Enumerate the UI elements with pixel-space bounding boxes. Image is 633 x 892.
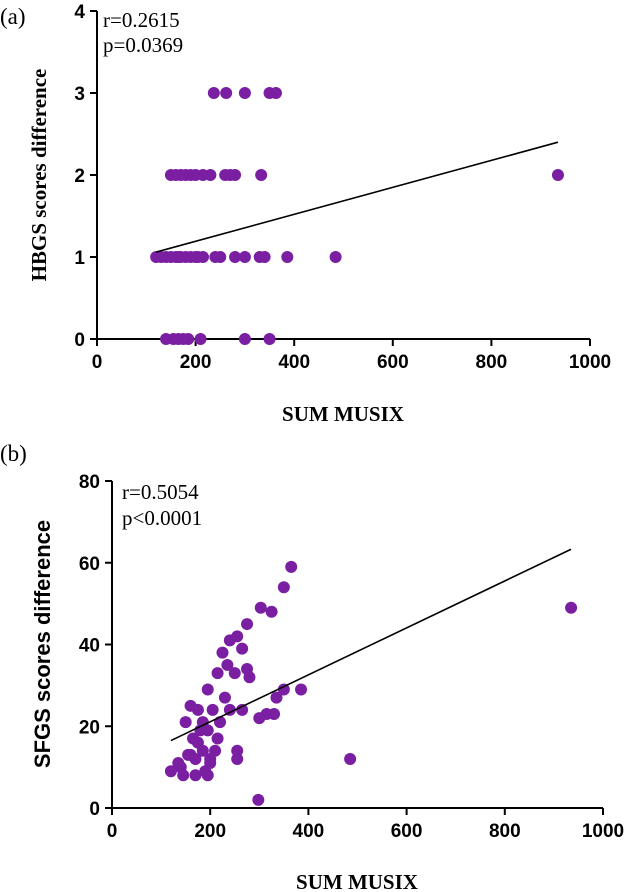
- y-tick-label: 20: [79, 717, 100, 738]
- data-point: [565, 601, 578, 614]
- x-tick-label: 400: [278, 352, 310, 373]
- data-point: [179, 716, 192, 729]
- data-point: [229, 251, 242, 263]
- y-tick-label: 2: [74, 166, 85, 187]
- correlation-r-label: r=0.2615: [103, 8, 180, 32]
- y-tick-label: 1: [74, 248, 85, 269]
- data-point: [201, 769, 214, 782]
- x-tick-label: 1000: [569, 352, 611, 373]
- y-tick-label: 4: [74, 2, 85, 23]
- data-point: [551, 169, 564, 181]
- data-point: [238, 87, 251, 99]
- data-point: [184, 748, 197, 761]
- data-point: [223, 703, 236, 716]
- panel-a-scatter-plot: 0 200 400 600 800 1000 0 1 2 3 4 SUM MUSIX HBGS scor…: [0, 2, 611, 426]
- data-point: [295, 683, 308, 696]
- data-point: [216, 646, 229, 659]
- panel-label: (b): [0, 441, 27, 466]
- y-tick-label: 60: [79, 554, 100, 575]
- data-point: [285, 560, 298, 573]
- data-point: [329, 251, 342, 263]
- data-point: [207, 87, 220, 99]
- data-point: [201, 724, 214, 737]
- x-tick-label: 0: [92, 352, 103, 373]
- data-point: [228, 667, 241, 680]
- data-point: [204, 169, 217, 181]
- data-point: [231, 744, 244, 757]
- y-tick-label: 80: [79, 472, 100, 493]
- data-point: [182, 333, 195, 345]
- data-point: [229, 169, 242, 181]
- x-axis-title: SUM MUSIX: [296, 870, 418, 892]
- x-tick-label: 800: [476, 352, 508, 373]
- data-point: [252, 793, 265, 806]
- x-tick-label: 400: [293, 821, 325, 842]
- data-point: [189, 769, 202, 782]
- data-point: [270, 691, 283, 704]
- correlation-r-label: r=0.5054: [122, 480, 199, 504]
- x-tick-label: 800: [489, 821, 521, 842]
- p-value-label: p<0.0001: [122, 506, 202, 530]
- data-point: [206, 703, 219, 716]
- data-point: [221, 658, 234, 671]
- data-point: [243, 671, 256, 684]
- data-point: [236, 642, 249, 655]
- data-point: [269, 87, 282, 99]
- x-tick-label: 0: [107, 821, 118, 842]
- y-tick-label: 0: [74, 330, 85, 351]
- regression-line: [155, 141, 559, 253]
- y-tick-label: 0: [89, 799, 100, 820]
- data-point: [277, 683, 290, 696]
- x-tick-label: 1000: [582, 821, 624, 842]
- data-point: [255, 169, 268, 181]
- data-point: [254, 601, 267, 614]
- data-point: [241, 618, 254, 631]
- data-point: [214, 251, 227, 263]
- data-point: [265, 605, 278, 618]
- data-point: [238, 251, 251, 263]
- data-point: [281, 251, 294, 263]
- data-point: [263, 333, 276, 345]
- data-point: [196, 251, 209, 263]
- x-axis-title: SUM MUSIX: [282, 402, 404, 426]
- data-point: [177, 769, 190, 782]
- data-point: [258, 251, 271, 263]
- y-tick-label: 3: [74, 84, 85, 105]
- data-point: [211, 732, 224, 745]
- x-tick-label: 600: [377, 352, 409, 373]
- x-tick-label: 200: [180, 352, 212, 373]
- data-point: [238, 333, 251, 345]
- panel-label: (a): [0, 4, 26, 29]
- y-axis-title: SFGS scores difference: [30, 520, 55, 768]
- y-axis-title: HBGS scores difference: [27, 69, 51, 282]
- data-point: [218, 691, 231, 704]
- data-point: [194, 333, 207, 345]
- regression-line: [170, 548, 572, 742]
- p-value-label: p=0.0369: [103, 33, 183, 57]
- panel-b-scatter-plot: 0 200 400 600 800 1000 0 20 40 60 80 SUM MUSIX SFGS …: [0, 441, 624, 892]
- data-point: [260, 707, 273, 720]
- data-point: [164, 765, 177, 778]
- data-point: [220, 87, 233, 99]
- data-point: [231, 630, 244, 643]
- y-tick-label: 40: [79, 636, 100, 657]
- data-point: [209, 744, 222, 757]
- data-point: [201, 683, 214, 696]
- data-point: [191, 736, 204, 749]
- data-point: [211, 667, 224, 680]
- data-point: [191, 703, 204, 716]
- x-tick-label: 600: [391, 821, 423, 842]
- data-point: [172, 757, 185, 770]
- data-point: [236, 703, 249, 716]
- data-point: [344, 752, 357, 765]
- x-tick-label: 200: [194, 821, 226, 842]
- data-point: [277, 581, 290, 594]
